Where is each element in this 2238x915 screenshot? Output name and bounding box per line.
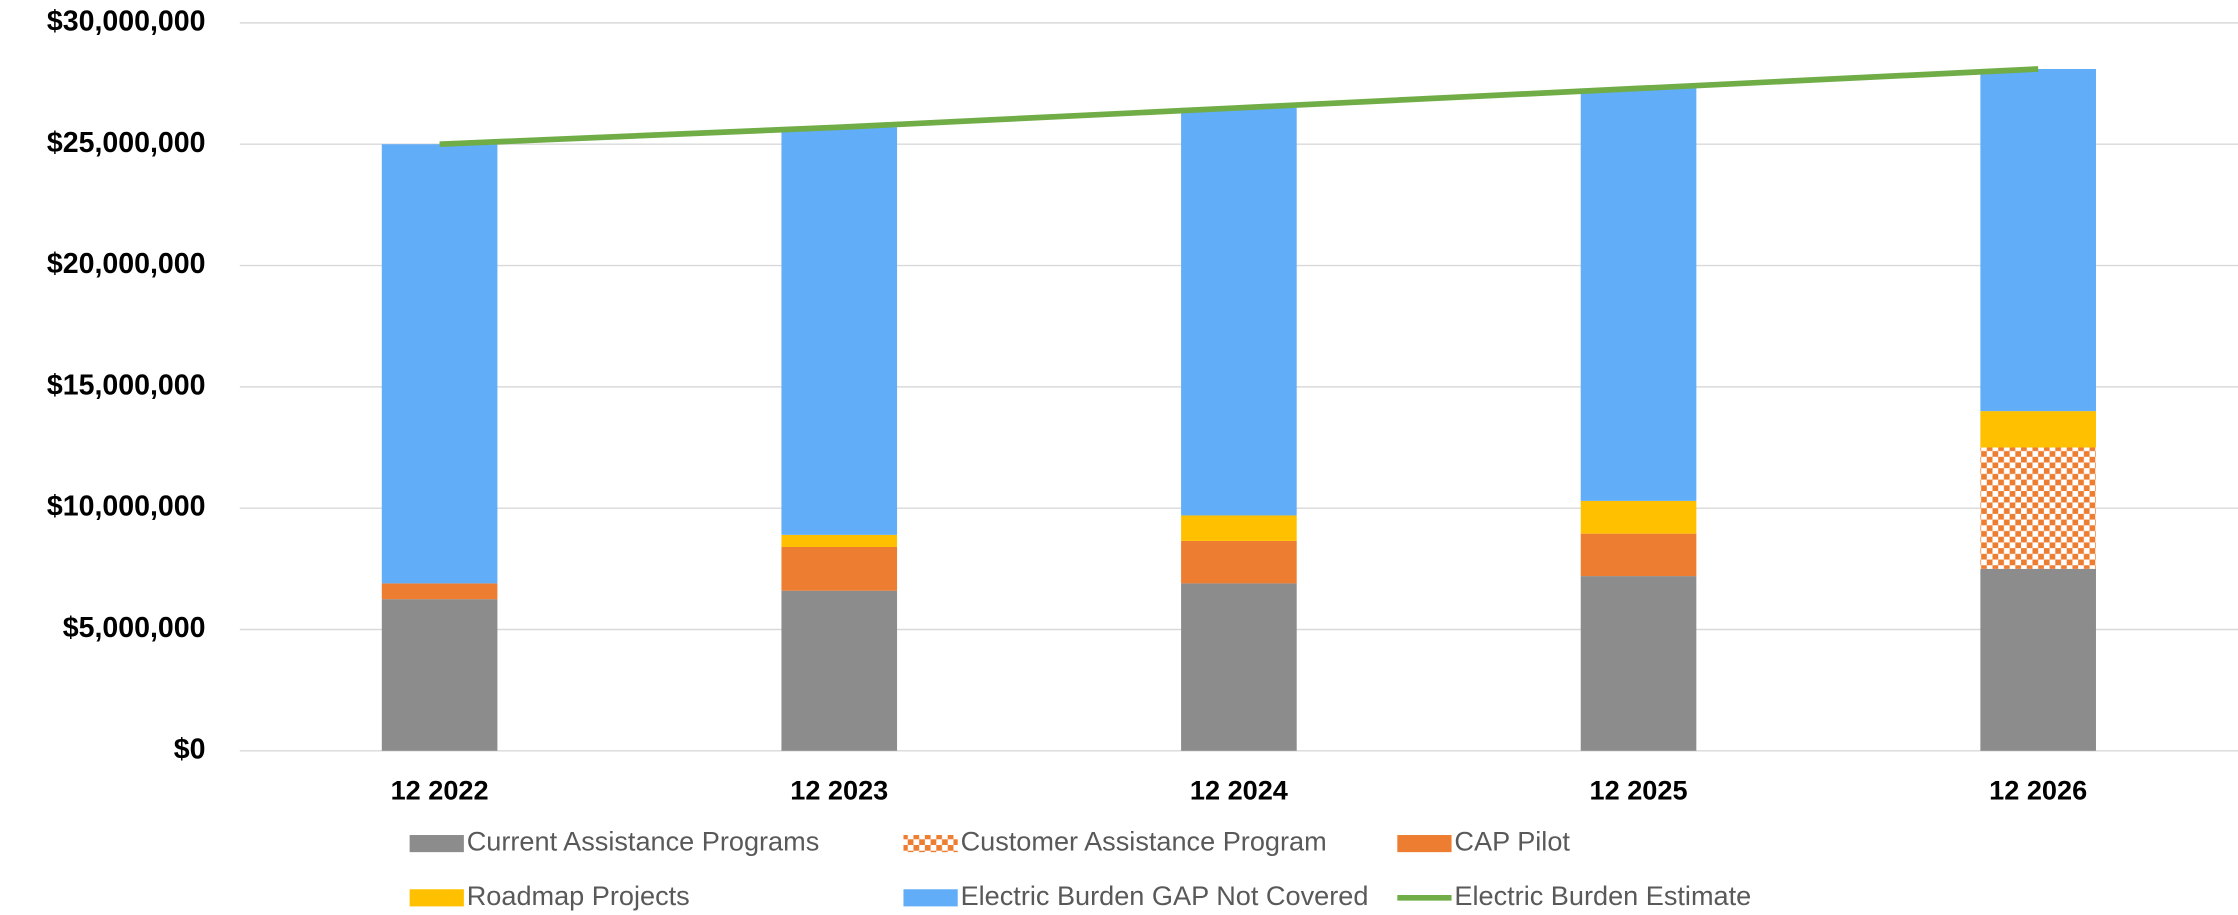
legend-label: Roadmap Projects	[467, 880, 690, 911]
legend-label: Customer Assistance Program	[961, 826, 1327, 857]
legend-label: Electric Burden Estimate	[1454, 880, 1751, 911]
y-tick-label: $25,000,000	[47, 127, 206, 159]
y-tick-label: $10,000,000	[47, 491, 206, 523]
bar-segment	[1580, 533, 1697, 577]
legend-label: Current Assistance Programs	[467, 826, 820, 857]
bar-segment	[1181, 583, 1297, 751]
x-tick-label: 12 2023	[790, 774, 888, 805]
y-tick-label: $15,000,000	[47, 369, 206, 401]
bar-segment	[381, 583, 498, 600]
bar-segment	[381, 599, 498, 751]
bar-segment	[1980, 447, 2096, 569]
x-tick-label: 12 2025	[1590, 774, 1688, 805]
bar-segment	[1980, 68, 2096, 412]
y-tick-label: $5,000,000	[63, 612, 206, 644]
y-tick-label: $30,000,000	[47, 5, 206, 37]
bar-segment	[781, 127, 898, 535]
y-tick-label: $20,000,000	[47, 248, 206, 280]
x-tick-label: 12 2024	[1190, 774, 1288, 805]
x-tick-label: 12 2022	[391, 774, 489, 805]
legend-swatch	[1397, 835, 1452, 853]
x-tick-label: 12 2026	[1989, 774, 2087, 805]
legend-swatch	[409, 889, 464, 907]
legend-label: CAP Pilot	[1454, 826, 1570, 857]
line	[439, 66, 2039, 148]
bar-segment	[1980, 411, 2096, 448]
bar-segment	[781, 590, 898, 751]
bar-segment	[1580, 576, 1697, 751]
bar-segment	[1181, 107, 1297, 516]
bar-segment	[1980, 568, 2096, 751]
bar-segment	[381, 144, 498, 584]
bar-segment	[1181, 515, 1297, 541]
bar-segment	[1580, 500, 1697, 534]
bar-segment	[781, 534, 898, 547]
bar-segment	[781, 546, 898, 591]
legend-label: Electric Burden GAP Not Covered	[961, 880, 1369, 911]
legend-swatch	[903, 889, 958, 907]
legend-swatch	[903, 835, 958, 853]
y-tick-label: $0	[174, 733, 206, 765]
bar-segment	[1580, 88, 1697, 501]
bar-segment	[1181, 540, 1297, 584]
legend-swatch	[409, 835, 464, 853]
